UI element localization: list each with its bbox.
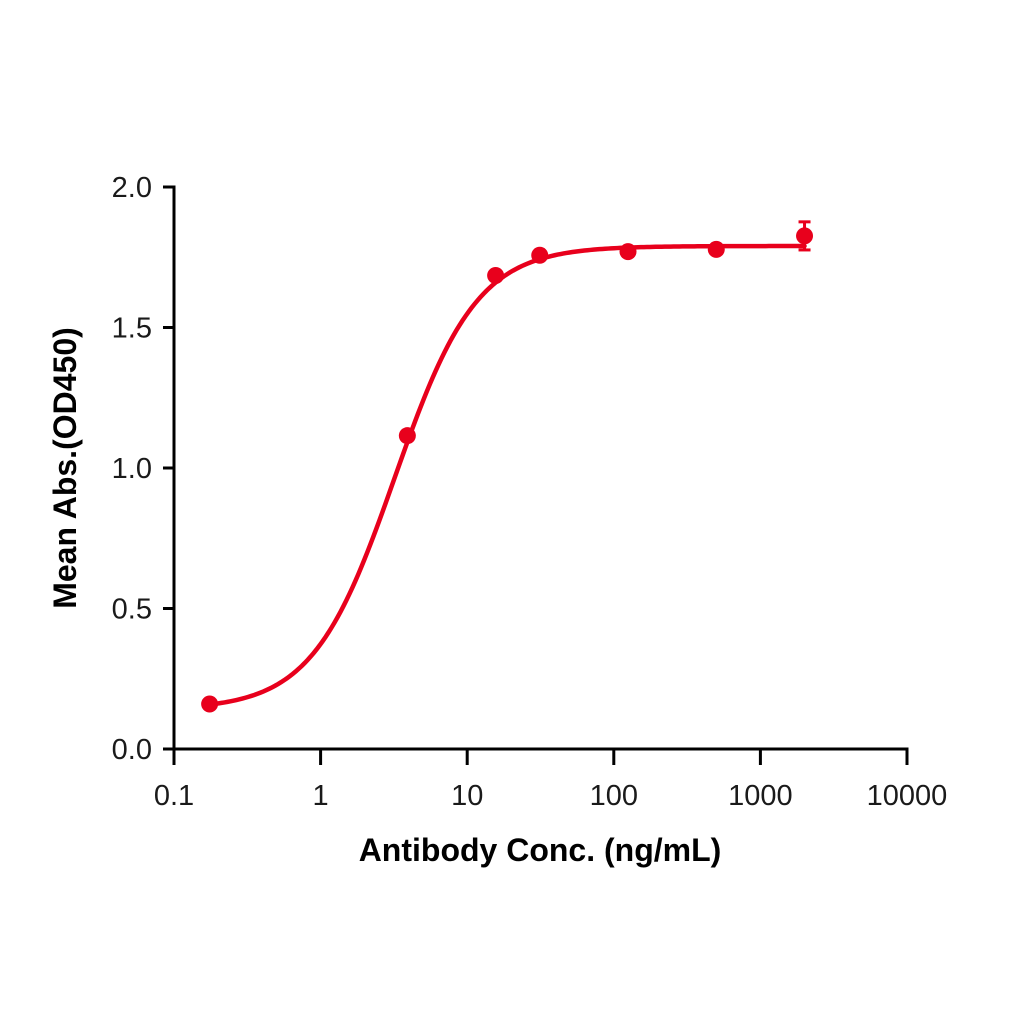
x-tick-label: 10000: [867, 780, 948, 812]
data-point: [619, 243, 637, 261]
x-tick-label: 0.1: [154, 780, 194, 812]
data-point: [487, 267, 505, 285]
y-tick-label: 1.0: [112, 453, 152, 485]
data-point: [796, 227, 814, 245]
x-ticks: 0.1 1 10 100 1000 10000: [154, 749, 947, 812]
data-point: [398, 427, 416, 445]
y-tick-label: 0.5: [112, 594, 152, 626]
x-axis-title: Antibody Conc. (ng/mL): [359, 832, 722, 868]
x-tick-label: 1000: [728, 780, 793, 812]
x-tick-label: 10: [451, 780, 483, 812]
y-tick-label: 1.5: [112, 313, 152, 345]
data-point: [531, 246, 549, 264]
y-axis-title: Mean Abs.(OD450): [47, 327, 83, 609]
y-tick-label: 0.0: [112, 734, 152, 766]
data-point: [201, 695, 219, 713]
y-tick-label: 2.0: [112, 172, 152, 204]
y-axis: 0.0 0.5 1.0 1.5 2.0: [112, 172, 176, 766]
x-tick-label: 1: [313, 780, 329, 812]
plot-area: [201, 220, 814, 713]
x-axis: 0.1 1 10 100 1000 10000: [154, 747, 947, 812]
fit-curve: [207, 243, 807, 707]
x-tick-label: 100: [590, 780, 638, 812]
data-point: [707, 240, 725, 258]
y-ticks: 0.0 0.5 1.0 1.5 2.0: [112, 172, 174, 766]
data-points: [201, 220, 814, 713]
